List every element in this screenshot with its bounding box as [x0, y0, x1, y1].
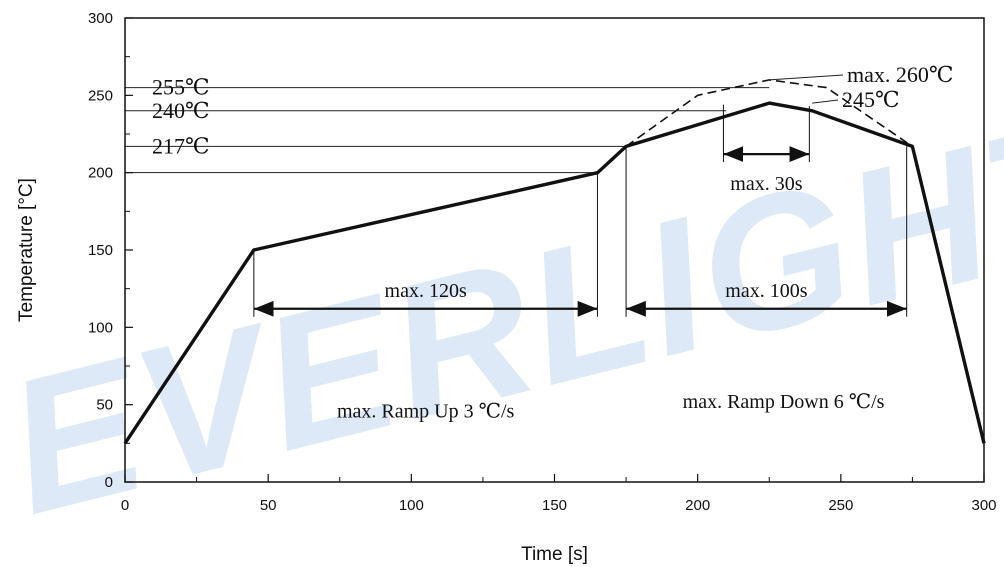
reference-lines	[125, 87, 770, 174]
x-axis-title: Time [s]	[521, 544, 588, 565]
y-tick-label: 150	[88, 242, 113, 259]
x-tick-label: 200	[685, 497, 710, 514]
callout-label: 245℃	[842, 87, 900, 112]
reference-line-label: 240℃	[152, 98, 210, 123]
y-tick-label: 250	[88, 87, 113, 104]
y-tick-label: 100	[88, 319, 113, 336]
watermark-layer: EVERLIGHT	[0, 75, 1004, 555]
x-tick-label: 150	[542, 497, 567, 514]
y-tick-label: 200	[88, 165, 113, 182]
reference-line-label: 217℃	[152, 133, 210, 158]
y-tick-label: 50	[96, 397, 113, 414]
reference-line-label: 255℃	[152, 75, 210, 100]
dimension-label: max. 30s	[730, 173, 802, 195]
ramp-annotation: max. Ramp Up 3 ℃/s	[337, 400, 515, 422]
x-tick-label: 100	[399, 497, 424, 514]
profile-line	[123, 101, 986, 445]
ramp-annotation: max. Ramp Down 6 ℃/s	[683, 391, 885, 413]
x-tick-label: 0	[121, 497, 129, 514]
watermark-text: EVERLIGHT	[0, 75, 1004, 555]
x-tick-label: 50	[260, 497, 277, 514]
callout-leader	[812, 99, 839, 104]
y-tick-label: 300	[88, 10, 113, 27]
y-tick-label: 0	[105, 474, 113, 491]
dimension-label: max. 100s	[725, 280, 807, 302]
x-tick-label: 250	[828, 497, 853, 514]
callout-label: max. 260℃	[847, 62, 954, 87]
callout-leader	[769, 74, 844, 81]
y-axis-title: Temperature [°C]	[16, 178, 37, 322]
axes: 0 50 100 150 200 250 300 0 50 100 150 200 250 300 Time…	[16, 10, 997, 565]
dimension-label: max. 120s	[385, 280, 467, 302]
dimension-arrows	[253, 74, 908, 317]
x-tick-label: 300	[971, 497, 996, 514]
